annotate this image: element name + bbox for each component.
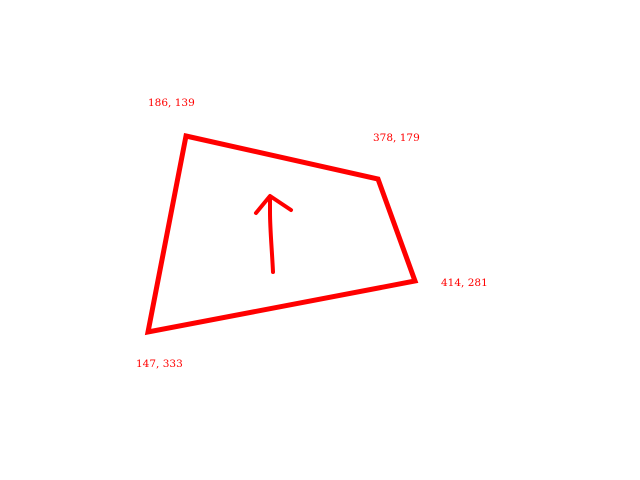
vertex-label-bottom-left: 147, 333: [136, 358, 183, 370]
arrow-up-icon: [254, 194, 293, 274]
arrow-shaft: [268, 195, 275, 274]
vertex-label-bottom-right: 414, 281: [441, 277, 488, 289]
vertex-label-top-right: 378, 179: [373, 132, 420, 144]
arrow-head: [254, 194, 293, 215]
quadrilateral-outline: [144, 132, 419, 336]
vertex-label-top-left: 186, 139: [148, 97, 195, 109]
